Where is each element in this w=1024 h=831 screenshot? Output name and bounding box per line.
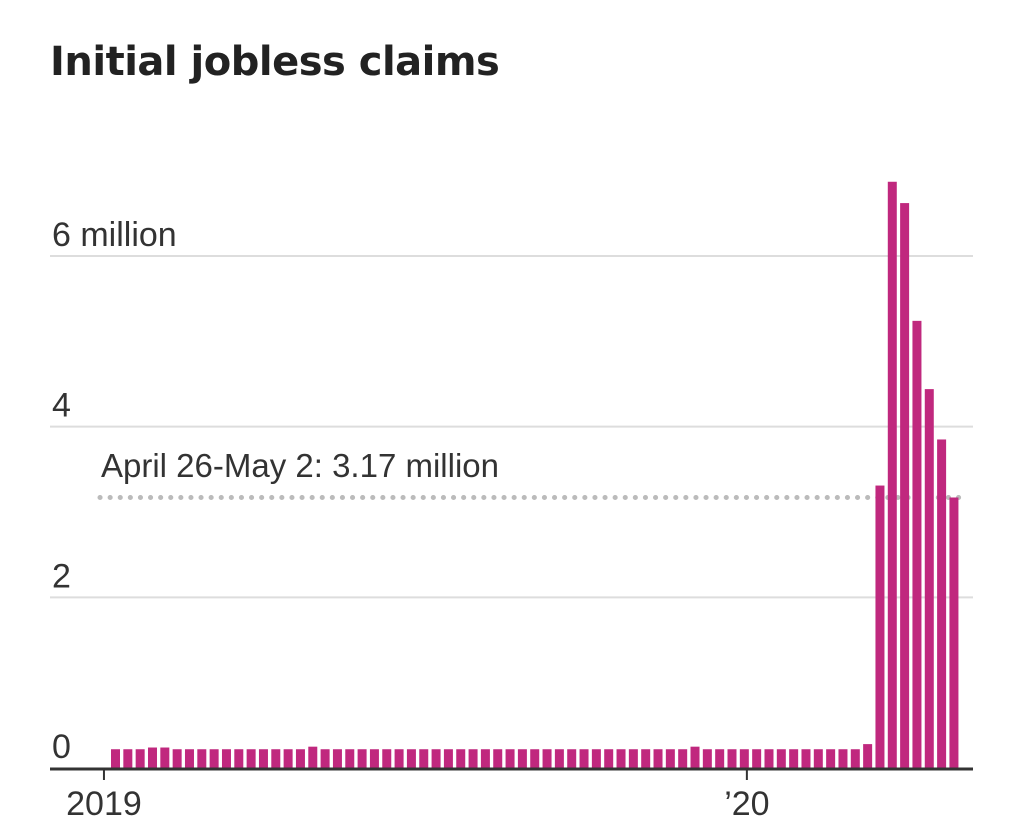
bar [209, 749, 219, 768]
bar [937, 439, 947, 768]
y-tick-label: 6 million [52, 216, 177, 254]
bar [345, 749, 355, 768]
bar [394, 749, 404, 768]
bar [665, 749, 675, 768]
bar [813, 749, 823, 768]
bar [752, 749, 762, 768]
bar [271, 749, 281, 768]
bar [332, 749, 342, 768]
bar [604, 749, 614, 768]
bar [715, 749, 725, 768]
bar [443, 749, 453, 768]
bar [172, 749, 182, 768]
bar [406, 749, 416, 768]
bar [530, 749, 540, 768]
bar [184, 749, 194, 768]
reference-line-label: April 26-May 2: 3.17 million [101, 447, 499, 484]
bar [764, 749, 774, 768]
x-axis [50, 767, 973, 780]
bar [554, 749, 564, 768]
bar [863, 744, 873, 768]
x-tick-label: ’20 [724, 785, 769, 823]
bar [493, 749, 503, 768]
bar [456, 749, 466, 768]
bar [197, 749, 207, 768]
bar [579, 749, 589, 768]
bar [900, 203, 910, 769]
bar [924, 389, 934, 768]
bar [850, 749, 860, 768]
bar [567, 749, 577, 768]
bar [147, 747, 157, 768]
y-tick-label: 0 [52, 728, 71, 766]
gridlines [50, 255, 973, 599]
bar [826, 749, 836, 768]
bar [111, 749, 120, 768]
bar [702, 749, 712, 768]
bar [641, 749, 651, 768]
bar [480, 749, 490, 768]
bar [505, 749, 515, 768]
bar [357, 749, 367, 768]
bar [838, 749, 848, 768]
bar [234, 749, 244, 768]
bar [789, 749, 799, 768]
bar [628, 749, 638, 768]
bar [283, 749, 293, 768]
bar [135, 749, 145, 768]
y-tick-label: 2 [52, 557, 71, 595]
labels: 0 2 4 6 million April 26-May 2: 3.17 million… [52, 216, 770, 823]
bar [369, 749, 379, 768]
x-tick-label: 2019 [66, 785, 142, 823]
bar [739, 749, 749, 768]
bar [912, 320, 922, 768]
chart-title: Initial jobless claims [50, 39, 500, 85]
bar [517, 749, 527, 768]
bar [727, 749, 737, 768]
bar [308, 746, 318, 768]
bar [653, 749, 663, 768]
bar [875, 485, 885, 768]
bar [887, 181, 897, 768]
bar [295, 749, 305, 768]
bar [431, 749, 441, 768]
y-tick-label: 4 [52, 387, 71, 425]
bar [382, 749, 392, 768]
bar [468, 749, 478, 768]
bar [690, 746, 700, 768]
bar [160, 747, 170, 768]
bar [419, 749, 429, 768]
bar [246, 749, 256, 768]
bar [542, 749, 552, 768]
bars [111, 181, 959, 769]
bar [801, 749, 811, 768]
bar [591, 749, 601, 768]
bar [320, 749, 330, 768]
bar [123, 749, 133, 768]
bar [949, 497, 959, 768]
bar [776, 749, 786, 768]
bar [616, 749, 626, 768]
bar [221, 749, 231, 768]
bar [258, 749, 268, 768]
bar [678, 749, 688, 768]
